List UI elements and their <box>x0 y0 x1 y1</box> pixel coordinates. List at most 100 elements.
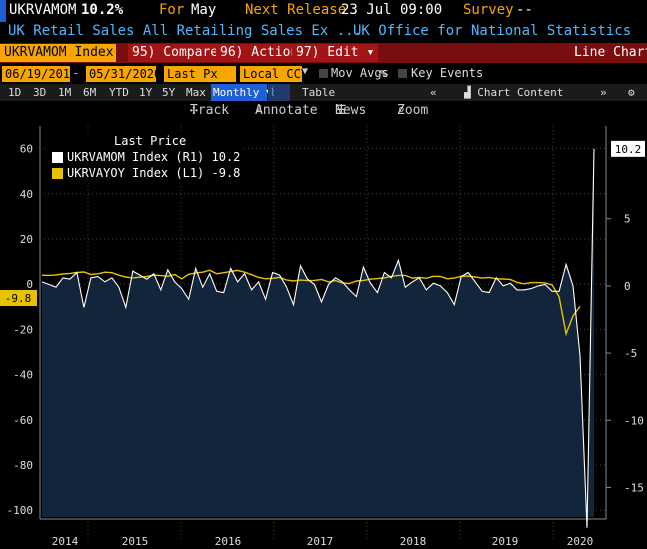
menu-bar: UKRVAMOM Index 95) Compare ▾ 96) Actions… <box>0 43 647 63</box>
ticker-value: 10.2% <box>81 2 124 18</box>
right-tick-label: -10 <box>624 414 644 427</box>
field-selector[interactable]: Last Px <box>164 66 236 82</box>
period-3d[interactable]: 3D <box>33 86 47 99</box>
ticker-bar: UKRVAMOM 10.2% For May Next Release 23 J… <box>0 0 647 22</box>
track-label: Track <box>190 103 230 118</box>
legend-label: UKRVAYOY Index (L1) -9.8 <box>67 166 241 180</box>
legend-swatch-yellow <box>52 168 63 179</box>
chart-type-label: Line Chart <box>574 45 647 60</box>
last-value-tag-text: 10.2 <box>615 143 642 156</box>
gear-icon[interactable]: ⚙ <box>628 86 635 99</box>
compare-button[interactable]: 95) Compare ▾ <box>128 44 238 62</box>
last-value-tag-bg <box>611 140 645 157</box>
collapse-right-icon[interactable]: » <box>600 86 607 99</box>
collapse-left-icon[interactable]: « <box>430 86 437 99</box>
next-release-label: Next Release <box>245 2 347 18</box>
period-1y[interactable]: 1Y <box>139 86 153 99</box>
left-tick-label: 60 <box>20 143 33 156</box>
last-value-tag-right: 10.2 <box>611 140 645 157</box>
x-tick-label: 2016 <box>215 535 242 548</box>
date-separator: - <box>72 66 80 80</box>
x-tick-label: 2015 <box>122 535 149 548</box>
for-value: May <box>191 2 217 18</box>
chart-content-button[interactable]: ▟ Chart Content <box>462 84 565 101</box>
table-button[interactable]: Table <box>302 86 336 99</box>
data-source: UK Office for National Statistics <box>353 23 632 39</box>
last-value-tag-text: -9.8 <box>5 292 32 305</box>
ticker-symbol[interactable]: UKRVAMOM <box>9 2 77 18</box>
right-tick-label: 5 <box>624 213 631 226</box>
news-label: News <box>335 103 367 118</box>
zoom-label: Zoom <box>397 103 429 118</box>
annotate-icon: ∠ <box>255 103 263 118</box>
actions-label: 96) Actions <box>220 45 307 60</box>
x-tick-label: 2014 <box>52 535 79 548</box>
end-date-field[interactable]: 05/31/2020 <box>86 66 161 82</box>
chart-content-label: Chart Content <box>477 86 564 99</box>
tools-bar: ✣ Track ∠ Annotate ☰ News ⌕ Zoom <box>0 103 647 121</box>
period-1m[interactable]: 1M <box>58 86 72 99</box>
right-tick-label: 0 <box>624 280 631 293</box>
line-chart[interactable]: 60 40 20 0 -20 -40 -60 -80 -100 5 0 -5 -10 -15 2014 201… <box>0 122 647 549</box>
security-description: UK Retail Sales All Retailing Sales Ex .… <box>8 23 363 39</box>
description-bar: UK Retail Sales All Retailing Sales Ex .… <box>0 22 647 42</box>
settings-bar: 06/19/2014 - 05/31/2020 Last Px Local CC… <box>0 65 647 83</box>
key-events-label: Key Events <box>411 66 484 80</box>
start-date-field[interactable]: 06/19/2014 <box>2 66 77 82</box>
last-value-tag-bg <box>0 290 37 306</box>
chevron-down-icon: ▾ <box>366 45 375 60</box>
x-tick-label: 2017 <box>307 535 334 548</box>
x-tick-label: 2020 <box>567 535 594 548</box>
left-tick-label: -20 <box>13 323 33 336</box>
series-area <box>42 148 594 528</box>
legend-swatch-white <box>52 152 63 163</box>
left-tick-label: 40 <box>20 188 33 201</box>
mov-avgs-label: Mov Avgs <box>331 66 389 80</box>
key-events-checkbox[interactable] <box>398 69 407 78</box>
legend-label: UKRVAMOM Index (R1) 10.2 <box>67 150 241 164</box>
last-value-tag-left: -9.8 <box>0 290 37 306</box>
pencil-icon[interactable]: ✎ <box>380 66 388 80</box>
period-5y[interactable]: 5Y <box>162 86 176 99</box>
left-tick-label: -60 <box>13 414 33 427</box>
left-tick-label: -40 <box>13 369 33 382</box>
edit-button[interactable]: 97) Edit ▾ <box>292 44 379 62</box>
search-icon: ⌕ <box>397 103 405 118</box>
line-chart-icon[interactable]: ⌇ <box>268 84 290 101</box>
left-tick-label: -100 <box>7 504 34 517</box>
left-tick-label: 0 <box>26 278 33 291</box>
survey-label: Survey <box>463 2 514 18</box>
period-6m[interactable]: 6M <box>83 86 97 99</box>
legend-item-ukrvayoy: UKRVAYOY Index (L1) -9.8 <box>52 166 240 180</box>
x-tick-label: 2018 <box>400 535 427 548</box>
edit-label: 97) Edit <box>296 45 359 60</box>
right-tick-label: -15 <box>624 481 644 494</box>
legend: Last Price UKRVAMOM Index (R1) 10.2 UKRV… <box>46 134 241 184</box>
chevron-down-icon[interactable]: ▼ <box>302 66 309 77</box>
chart-icon: ▟ <box>464 86 471 99</box>
compare-label: 95) Compare <box>132 45 219 60</box>
mov-avgs-checkbox[interactable] <box>319 69 328 78</box>
x-tick-label: 2019 <box>492 535 519 548</box>
frequency-selector[interactable]: Monthly ▼ <box>211 84 273 101</box>
series-line-ukrvamom <box>41 148 595 528</box>
ticker-marker <box>0 0 6 22</box>
annotate-label: Annotate <box>255 103 318 118</box>
period-bar: 1D 3D 1M 6M YTD 1Y 5Y Max Monthly ▼ ⌇ Ta… <box>0 84 647 101</box>
period-1d[interactable]: 1D <box>8 86 22 99</box>
currency-selector[interactable]: Local CCY <box>240 66 308 82</box>
survey-value: -- <box>516 2 533 18</box>
period-max[interactable]: Max <box>186 86 206 99</box>
for-label: For <box>159 2 185 18</box>
security-field[interactable]: UKRVAMOM Index <box>0 44 116 62</box>
next-release-value: 23 Jul 09:00 <box>341 2 443 18</box>
legend-item-ukrvamom: UKRVAMOM Index (R1) 10.2 <box>52 150 240 164</box>
frequency-label: Monthly <box>213 86 260 99</box>
period-ytd[interactable]: YTD <box>109 86 129 99</box>
right-tick-label: -5 <box>624 347 637 360</box>
left-tick-label: -80 <box>13 459 33 472</box>
legend-title: Last Price <box>114 134 187 148</box>
news-icon: ☰ <box>335 103 347 118</box>
track-icon: ✣ <box>190 103 198 118</box>
left-tick-label: 20 <box>20 233 33 246</box>
